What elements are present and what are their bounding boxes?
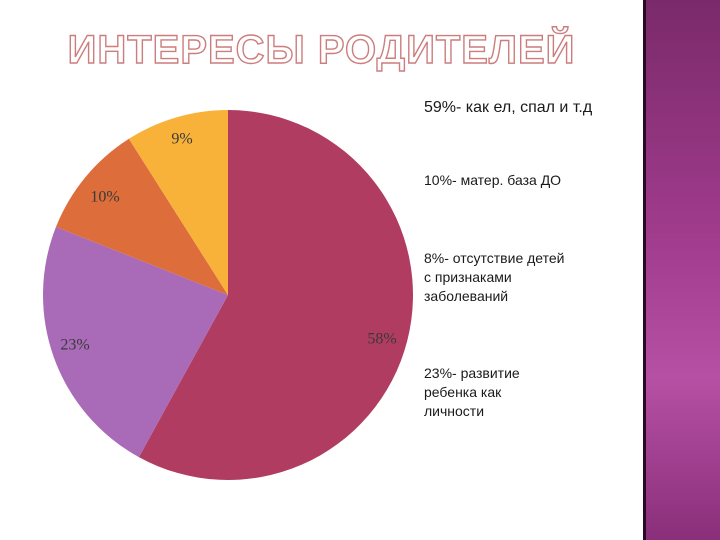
slice-23-label: 23% [60, 337, 89, 354]
legend-item-eating-sleeping: 59%- как ел, спал и т.д [424, 99, 593, 116]
slide-title: ИНТЕРЕСЫ РОДИТЕЛЕЙ [67, 27, 576, 72]
slice-10-label: 10% [90, 189, 119, 206]
legend-item-material-base: 10%- матер. база ДО [424, 172, 562, 188]
slice-9 [128, 110, 228, 295]
slice-9-label: 9% [171, 131, 192, 148]
slice-23 [42, 226, 228, 458]
legend-item-no-sick-children: 8%- отсутствие детей с признаками заболе… [424, 250, 565, 304]
decorative-side-strip [643, 0, 720, 540]
slice-58-label: 58% [367, 331, 396, 348]
slice-10 [55, 138, 228, 295]
legend-item-child-development: 23%- развитие ребенка как личности [424, 365, 520, 419]
slice-58 [138, 110, 413, 480]
pie-chart: 58% 23% 10% 9% [42, 110, 413, 480]
